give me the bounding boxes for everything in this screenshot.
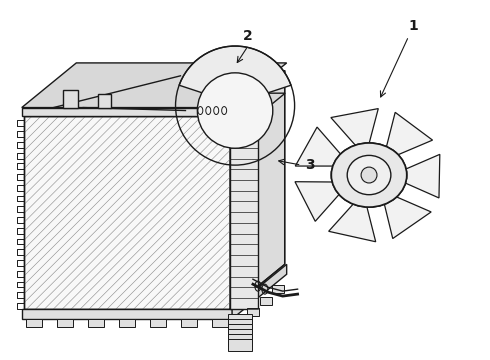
Polygon shape bbox=[247, 308, 259, 316]
Polygon shape bbox=[232, 264, 287, 319]
Polygon shape bbox=[228, 314, 252, 326]
Polygon shape bbox=[22, 108, 232, 116]
Polygon shape bbox=[98, 94, 111, 108]
Polygon shape bbox=[386, 112, 433, 156]
Polygon shape bbox=[181, 319, 197, 327]
Circle shape bbox=[197, 73, 273, 148]
Polygon shape bbox=[230, 71, 285, 309]
Polygon shape bbox=[24, 116, 230, 309]
Polygon shape bbox=[329, 202, 376, 242]
Polygon shape bbox=[212, 319, 228, 327]
Polygon shape bbox=[228, 339, 252, 351]
Polygon shape bbox=[24, 71, 285, 116]
Circle shape bbox=[361, 167, 377, 183]
Polygon shape bbox=[401, 154, 440, 198]
Text: 2: 2 bbox=[243, 29, 253, 43]
Polygon shape bbox=[24, 116, 230, 309]
Polygon shape bbox=[295, 127, 343, 166]
Polygon shape bbox=[230, 116, 258, 309]
Polygon shape bbox=[228, 319, 252, 331]
Ellipse shape bbox=[347, 156, 391, 195]
Circle shape bbox=[361, 167, 377, 183]
Text: 1: 1 bbox=[409, 19, 418, 33]
Polygon shape bbox=[384, 195, 431, 239]
Text: 3: 3 bbox=[305, 158, 314, 172]
Polygon shape bbox=[228, 329, 252, 341]
Ellipse shape bbox=[331, 143, 407, 207]
Ellipse shape bbox=[347, 156, 391, 195]
Polygon shape bbox=[88, 319, 104, 327]
Polygon shape bbox=[235, 319, 247, 327]
Polygon shape bbox=[230, 93, 285, 116]
Ellipse shape bbox=[331, 143, 407, 207]
Polygon shape bbox=[57, 319, 73, 327]
Polygon shape bbox=[295, 182, 342, 221]
Polygon shape bbox=[150, 319, 166, 327]
Polygon shape bbox=[228, 334, 252, 346]
Polygon shape bbox=[22, 63, 287, 108]
Polygon shape bbox=[272, 285, 284, 293]
Polygon shape bbox=[25, 319, 42, 327]
Polygon shape bbox=[179, 46, 291, 116]
Polygon shape bbox=[119, 319, 135, 327]
Polygon shape bbox=[22, 309, 232, 319]
Polygon shape bbox=[260, 297, 272, 305]
Polygon shape bbox=[63, 90, 78, 108]
Polygon shape bbox=[228, 324, 252, 336]
Polygon shape bbox=[331, 109, 378, 148]
